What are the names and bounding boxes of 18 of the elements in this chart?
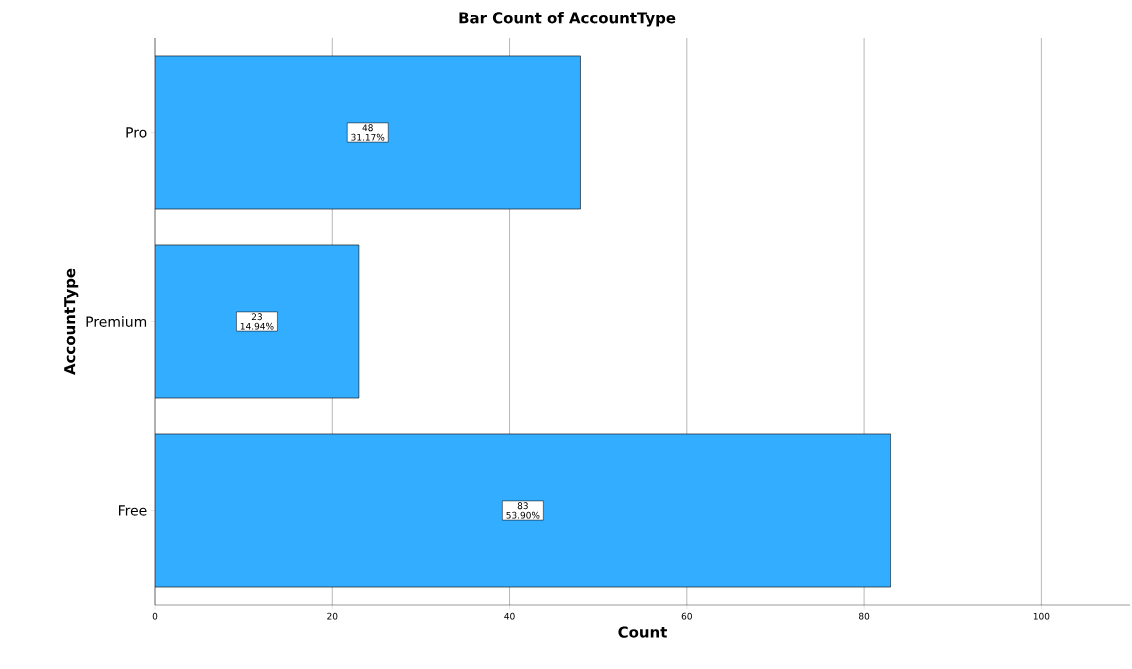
x-tick-label: 60 — [681, 612, 692, 620]
y-tick-label: Pro — [126, 127, 147, 138]
chart-title: Bar Count of AccountType — [459, 11, 676, 27]
y-axis-title: AccountType — [64, 268, 79, 375]
data-label: 23 14.94% — [240, 313, 274, 330]
bar — [155, 55, 581, 210]
bar — [155, 433, 891, 588]
bar — [155, 244, 360, 399]
data-label: 83 53.90% — [506, 502, 540, 519]
y-tick-label: Free — [119, 505, 147, 516]
y-tick-label: Premium — [86, 316, 147, 327]
x-tick-label: 20 — [327, 612, 338, 620]
x-tick-label: 40 — [504, 612, 515, 620]
x-axis-title: Count — [618, 626, 667, 638]
x-tick-label: 0 — [152, 612, 158, 620]
data-label: 48 31.17% — [351, 124, 385, 141]
x-tick-label: 100 — [1033, 612, 1050, 620]
x-tick-label: 80 — [859, 612, 870, 620]
